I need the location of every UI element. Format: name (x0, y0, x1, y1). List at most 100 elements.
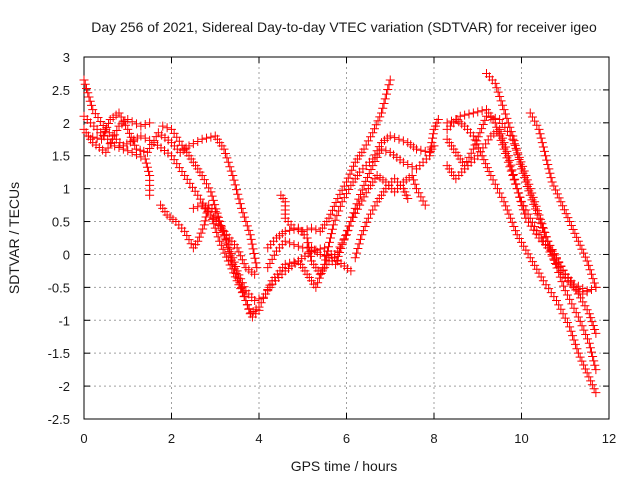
data-point (524, 186, 534, 196)
data-point (410, 179, 420, 189)
data-point (125, 128, 134, 138)
data-point (468, 131, 478, 141)
data-point (433, 115, 443, 125)
data-point (560, 286, 570, 296)
chart-title: Day 256 of 2021, Sidereal Day-to-day VTE… (91, 19, 597, 35)
data-point (572, 232, 582, 242)
data-point (339, 181, 349, 191)
data-point (579, 325, 589, 335)
data-point (509, 136, 519, 146)
data-point (145, 118, 155, 128)
data-point (566, 326, 576, 336)
data-point (306, 251, 316, 261)
data-point (591, 388, 601, 398)
data-point (198, 224, 208, 234)
data-point (568, 331, 578, 341)
data-point (350, 203, 360, 213)
data-point (508, 170, 518, 180)
data-point (506, 166, 516, 176)
data-point (502, 113, 512, 123)
data-point (328, 220, 338, 230)
data-point (394, 134, 404, 144)
data-point (350, 253, 360, 263)
data-point (570, 228, 580, 238)
data-point (258, 293, 268, 303)
data-point (216, 221, 226, 231)
data-point (289, 240, 299, 250)
data-point (576, 293, 586, 303)
y-axis-label: SDTVAR / TECUs (6, 182, 22, 294)
data-point (532, 264, 542, 274)
data-point (481, 139, 491, 149)
data-point (197, 134, 207, 144)
data-point (261, 289, 271, 299)
data-point (455, 111, 465, 121)
data-point (502, 205, 512, 215)
data-point (232, 276, 242, 286)
data-point (248, 244, 258, 254)
data-point (541, 151, 551, 161)
data-point (585, 343, 595, 353)
data-point (534, 213, 544, 223)
data-point (228, 170, 238, 180)
data-point (209, 219, 219, 229)
data-point (554, 193, 564, 203)
data-point (385, 75, 395, 85)
data-point (527, 257, 537, 267)
data-point (280, 226, 290, 236)
data-point (232, 243, 242, 253)
data-point (581, 330, 591, 340)
data-point (149, 136, 159, 146)
data-point (575, 240, 585, 250)
data-point (490, 179, 500, 189)
data-point (216, 240, 226, 250)
data-point (532, 209, 542, 219)
data-point (331, 259, 341, 269)
data-point (162, 123, 172, 133)
data-point (407, 170, 417, 180)
data-point (241, 296, 251, 306)
data-point (470, 140, 480, 150)
data-point (582, 256, 592, 266)
data-point (543, 160, 553, 170)
data-point (142, 162, 152, 172)
data-point (473, 107, 483, 117)
data-point (500, 109, 510, 119)
data-point (239, 259, 249, 269)
data-point (123, 115, 133, 125)
data-point (140, 119, 150, 129)
data-point (197, 170, 207, 180)
series-track-12 (442, 115, 601, 398)
data-point (529, 199, 539, 209)
x-tick-label: 2 (168, 431, 175, 446)
data-point (580, 252, 590, 262)
data-point (418, 196, 428, 206)
data-point (554, 300, 564, 310)
data-point (530, 260, 540, 270)
data-point (428, 133, 438, 143)
x-tick-label: 8 (430, 431, 437, 446)
data-point (180, 170, 190, 180)
data-point (570, 339, 580, 349)
data-point (505, 162, 515, 172)
data-point (305, 247, 315, 257)
data-point (343, 225, 353, 235)
data-point (280, 259, 290, 269)
data-point (578, 297, 588, 307)
data-point (572, 344, 582, 354)
data-point (361, 140, 371, 150)
data-point (235, 278, 245, 288)
data-point (509, 175, 519, 185)
data-point (587, 285, 596, 295)
x-tick-label: 10 (514, 431, 528, 446)
data-point (368, 128, 378, 138)
data-point (577, 321, 587, 331)
data-point (114, 108, 124, 118)
data-point (244, 225, 254, 235)
data-point (126, 132, 136, 142)
data-point (252, 263, 262, 273)
data-point (352, 248, 362, 258)
data-point (484, 167, 494, 177)
data-point (398, 157, 408, 167)
data-point (289, 224, 299, 234)
